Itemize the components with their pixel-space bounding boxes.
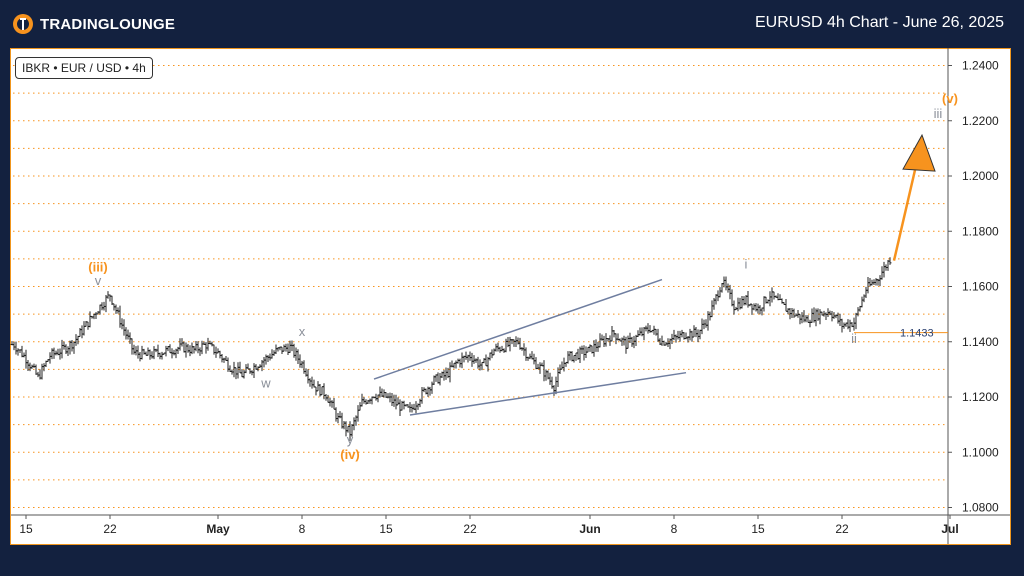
support-level-label: 1.1433: [900, 328, 934, 340]
price-tick-label: 1.2400: [962, 59, 999, 73]
symbol-label: IBKR • EUR / USD • 4h: [15, 57, 153, 79]
wave-label: i: [745, 257, 748, 272]
wave-label: ii: [851, 331, 857, 346]
time-tick-label: 15: [751, 522, 765, 536]
wave-label: iii: [934, 106, 943, 121]
wave-label: v: [95, 273, 102, 288]
wave-label: w: [260, 375, 271, 390]
price-tick-label: 1.0800: [962, 501, 999, 515]
time-tick-label: Jun: [579, 522, 600, 536]
brand-text: TRADINGLOUNGE: [40, 15, 176, 33]
price-tick-label: 1.1600: [962, 280, 999, 294]
price-tick-label: 1.1000: [962, 445, 999, 459]
time-tick-label: 15: [19, 522, 33, 536]
chart-title: EURUSD 4h Chart - June 26, 2025: [754, 14, 1004, 31]
wave-label: (v): [942, 91, 958, 106]
time-tick-label: 22: [103, 522, 117, 536]
time-tick-label: May: [206, 522, 230, 536]
wave-label: x: [299, 324, 306, 339]
projection-arrow-head: [902, 133, 936, 172]
time-tick-label: 8: [299, 522, 306, 536]
price-tick-label: 1.1400: [962, 335, 999, 349]
wave-label: y: [347, 432, 354, 447]
price-tick-label: 1.1800: [962, 224, 999, 238]
channel-line: [373, 278, 663, 380]
top-bar: TRADINGLOUNGE EURUSD 4h Chart - June 26,…: [0, 0, 1024, 46]
price-tick-label: 1.2000: [962, 169, 999, 183]
time-tick-label: 22: [463, 522, 477, 536]
time-tick-label: 8: [671, 522, 678, 536]
wave-label: (iv): [340, 447, 360, 462]
time-tick-label: 15: [379, 522, 393, 536]
price-tick-label: 1.2200: [962, 114, 999, 128]
price-tick-label: 1.1200: [962, 390, 999, 404]
time-tick-label: Jul: [941, 522, 958, 536]
chart-frame: [10, 48, 1011, 545]
time-tick-label: 22: [835, 522, 849, 536]
wave-label: (iii): [88, 259, 108, 274]
logo-mark-icon: [13, 14, 33, 34]
projection-arrow-shaft: [892, 156, 920, 261]
brand-logo: TRADINGLOUNGE: [12, 12, 175, 36]
channel-line: [409, 371, 687, 416]
